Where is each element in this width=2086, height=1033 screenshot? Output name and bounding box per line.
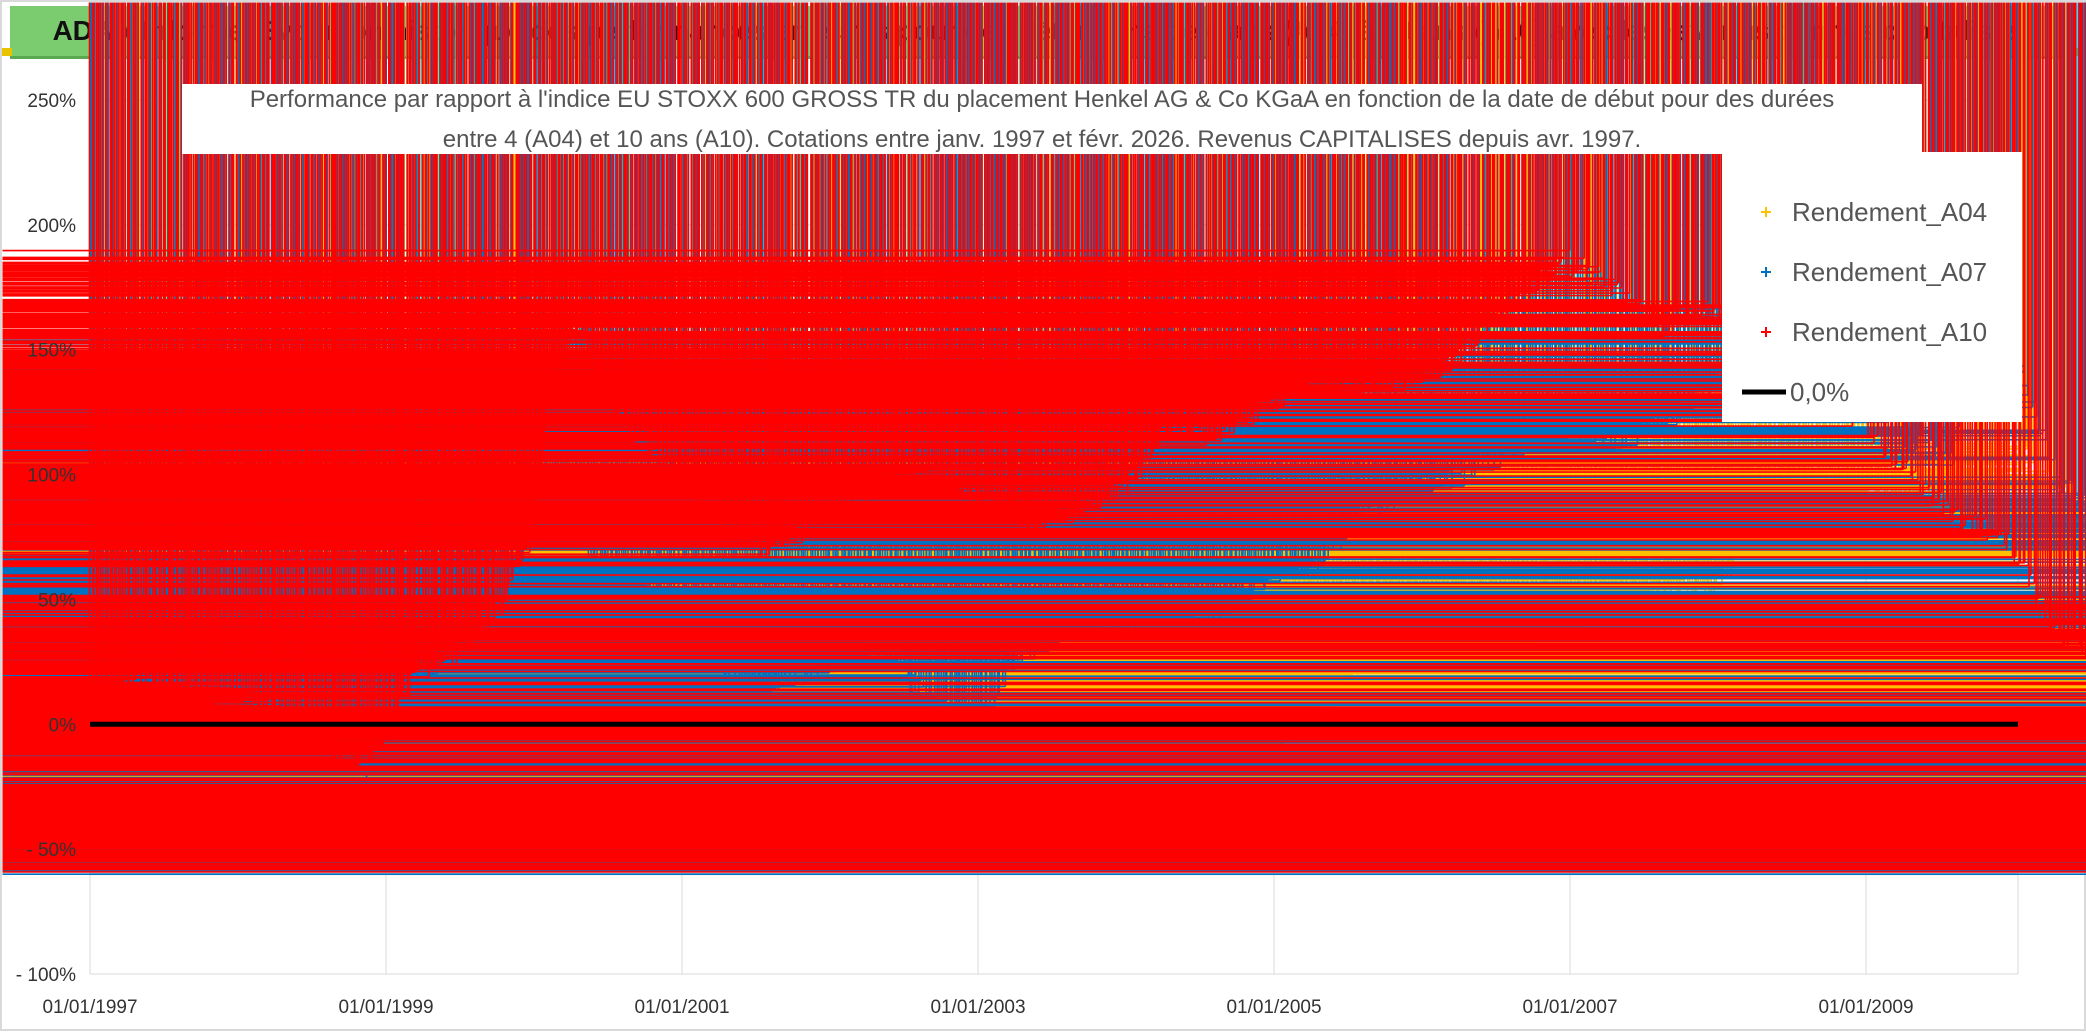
x-tick-label: 01/01/2007 <box>1522 997 1617 1018</box>
y-tick-label: 150% <box>27 341 76 362</box>
y-tick-label: - 50% <box>26 840 76 861</box>
x-tick-label: 01/01/1999 <box>338 997 433 1018</box>
legend-label-a10: Rendement_A10 <box>1792 317 1987 347</box>
chart-title-line1: Performance par rapport à l'indice EU ST… <box>250 86 1835 113</box>
x-tick-label: 01/01/1997 <box>42 997 137 1018</box>
y-tick-label: 0% <box>49 715 77 736</box>
x-axis-ticks: 01/01/1997 01/01/1999 01/01/2001 01/01/2003… <box>42 997 2086 1018</box>
y-tick-label: 100% <box>27 466 76 487</box>
x-tick-label: 01/01/2003 <box>930 997 1025 1018</box>
legend-label-zero: 0,0% <box>1790 377 1849 407</box>
y-tick-label: 200% <box>27 216 76 237</box>
y-tick-label: - 100% <box>16 965 76 986</box>
y-tick-label: 50% <box>38 590 76 611</box>
x-tick-label: 01/01/2001 <box>634 997 729 1018</box>
x-tick-label: 01/01/2005 <box>1226 997 1321 1018</box>
legend-box <box>1722 152 2022 422</box>
y-tick-label: 250% <box>27 91 76 112</box>
x-tick-label: 01/01/2009 <box>1818 997 1913 1018</box>
legend-label-a04: Rendement_A04 <box>1792 197 1987 227</box>
chart-title-line2: entre 4 (A04) et 10 ans (A10). Cotations… <box>443 126 1641 153</box>
legend-label-a07: Rendement_A07 <box>1792 257 1987 287</box>
